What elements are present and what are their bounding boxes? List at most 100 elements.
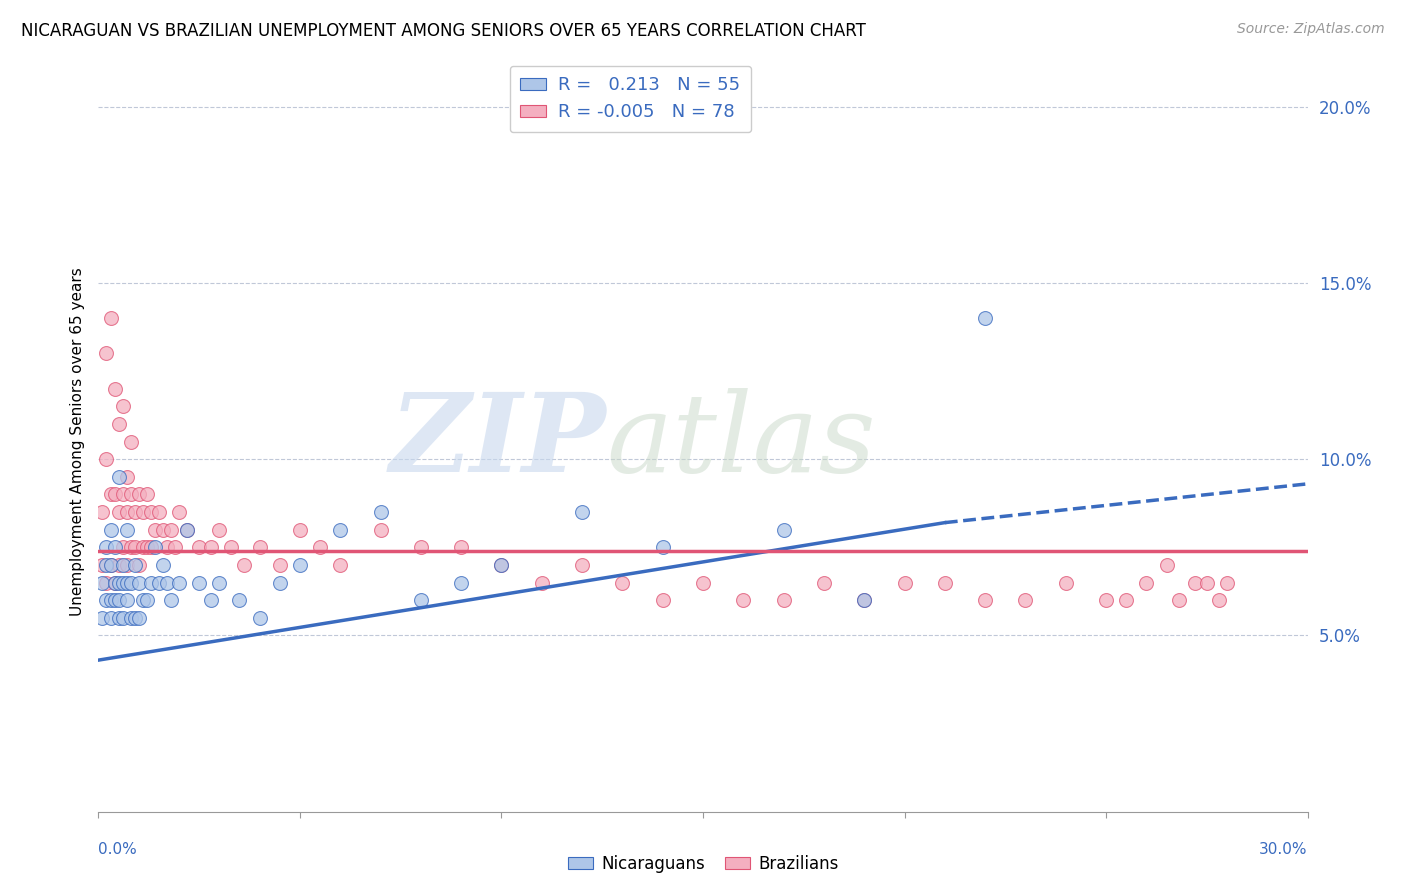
Point <box>100 487 122 501</box>
Text: NICARAGUAN VS BRAZILIAN UNEMPLOYMENT AMONG SENIORS OVER 65 YEARS CORRELATION CHA: NICARAGUAN VS BRAZILIAN UNEMPLOYMENT AMO… <box>21 22 866 40</box>
Point <box>163 541 186 555</box>
Point <box>111 558 134 572</box>
Point <box>128 575 150 590</box>
Point <box>120 434 142 449</box>
Point <box>1054 575 1077 590</box>
Point <box>1115 593 1137 607</box>
Point <box>107 558 129 572</box>
Point <box>111 575 134 590</box>
Point <box>692 575 714 590</box>
Point <box>772 523 794 537</box>
Point <box>115 575 138 590</box>
Point <box>974 311 997 326</box>
Point <box>370 505 392 519</box>
Point <box>156 575 179 590</box>
Point <box>651 593 673 607</box>
Point <box>100 523 122 537</box>
Point <box>530 575 553 590</box>
Point <box>1208 593 1230 607</box>
Point <box>288 523 311 537</box>
Point <box>111 399 134 413</box>
Point <box>107 470 129 484</box>
Point <box>571 505 593 519</box>
Point <box>115 505 138 519</box>
Text: 0.0%: 0.0% <box>98 842 138 857</box>
Point <box>124 505 146 519</box>
Text: atlas: atlas <box>606 388 876 495</box>
Point <box>733 593 755 607</box>
Point <box>612 575 634 590</box>
Point <box>269 575 291 590</box>
Point <box>221 541 243 555</box>
Point <box>124 611 146 625</box>
Point <box>167 505 190 519</box>
Point <box>139 541 162 555</box>
Point <box>309 541 332 555</box>
Point <box>156 541 179 555</box>
Point <box>152 558 174 572</box>
Point <box>148 505 170 519</box>
Point <box>200 593 222 607</box>
Point <box>96 558 118 572</box>
Point <box>176 523 198 537</box>
Text: Source: ZipAtlas.com: Source: ZipAtlas.com <box>1237 22 1385 37</box>
Point <box>91 505 114 519</box>
Text: 30.0%: 30.0% <box>1260 842 1308 857</box>
Point <box>288 558 311 572</box>
Legend: Nicaraguans, Brazilians: Nicaraguans, Brazilians <box>561 848 845 880</box>
Point <box>124 558 146 572</box>
Point <box>1184 575 1206 590</box>
Point <box>128 558 150 572</box>
Point <box>135 541 157 555</box>
Point <box>571 558 593 572</box>
Point <box>132 505 155 519</box>
Point <box>96 575 118 590</box>
Point <box>208 523 231 537</box>
Point <box>103 382 125 396</box>
Point <box>1014 593 1036 607</box>
Point <box>1167 593 1189 607</box>
Point <box>370 523 392 537</box>
Point <box>974 593 997 607</box>
Point <box>96 346 118 360</box>
Point <box>107 417 129 431</box>
Point <box>176 523 198 537</box>
Point <box>853 593 876 607</box>
Legend: R =   0.213   N = 55, R = -0.005   N = 78: R = 0.213 N = 55, R = -0.005 N = 78 <box>509 66 751 132</box>
Point <box>249 541 271 555</box>
Point <box>139 575 162 590</box>
Point <box>103 593 125 607</box>
Point <box>100 311 122 326</box>
Point <box>249 611 271 625</box>
Point <box>409 541 432 555</box>
Point <box>124 541 146 555</box>
Point <box>143 541 166 555</box>
Point <box>1095 593 1118 607</box>
Point <box>132 541 155 555</box>
Point <box>103 575 125 590</box>
Point <box>188 541 211 555</box>
Point <box>269 558 291 572</box>
Point <box>115 593 138 607</box>
Point <box>107 575 129 590</box>
Text: ZIP: ZIP <box>389 388 606 495</box>
Point <box>135 487 157 501</box>
Point <box>100 611 122 625</box>
Point <box>96 593 118 607</box>
Point <box>148 575 170 590</box>
Point <box>91 575 114 590</box>
Point <box>111 611 134 625</box>
Point <box>228 593 250 607</box>
Point <box>132 593 155 607</box>
Point <box>103 487 125 501</box>
Point <box>491 558 513 572</box>
Point <box>1216 575 1239 590</box>
Point <box>160 593 183 607</box>
Point <box>853 593 876 607</box>
Point <box>128 611 150 625</box>
Point <box>135 593 157 607</box>
Point <box>409 593 432 607</box>
Point <box>111 487 134 501</box>
Point <box>152 523 174 537</box>
Point <box>160 523 183 537</box>
